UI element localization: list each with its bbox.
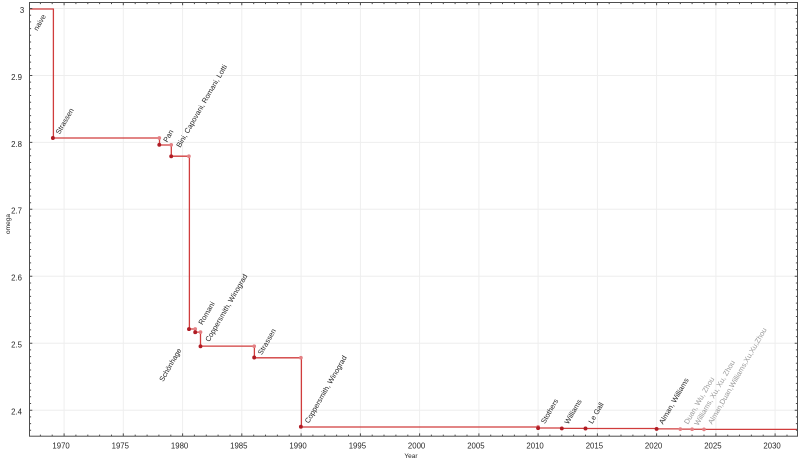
svg-text:2000: 2000 bbox=[408, 441, 426, 450]
svg-text:1985: 1985 bbox=[230, 441, 248, 450]
svg-text:2020: 2020 bbox=[645, 441, 663, 450]
svg-text:1975: 1975 bbox=[112, 441, 130, 450]
svg-text:2030: 2030 bbox=[763, 441, 781, 450]
svg-text:omega: omega bbox=[5, 214, 12, 234]
svg-text:2025: 2025 bbox=[704, 441, 722, 450]
svg-text:2015: 2015 bbox=[586, 441, 604, 450]
svg-text:2.6: 2.6 bbox=[11, 274, 22, 283]
svg-text:1990: 1990 bbox=[289, 441, 307, 450]
svg-text:Year: Year bbox=[404, 453, 418, 460]
svg-text:2.4: 2.4 bbox=[11, 408, 23, 417]
svg-text:2.9: 2.9 bbox=[11, 73, 22, 82]
svg-text:2.7: 2.7 bbox=[11, 207, 22, 216]
svg-text:3: 3 bbox=[20, 6, 24, 15]
svg-text:2.8: 2.8 bbox=[11, 140, 22, 149]
svg-text:1980: 1980 bbox=[171, 441, 189, 450]
svg-text:2.5: 2.5 bbox=[11, 341, 23, 350]
svg-text:2005: 2005 bbox=[467, 441, 485, 450]
svg-text:2010: 2010 bbox=[526, 441, 544, 450]
svg-text:1970: 1970 bbox=[52, 441, 70, 450]
svg-text:1995: 1995 bbox=[349, 441, 367, 450]
